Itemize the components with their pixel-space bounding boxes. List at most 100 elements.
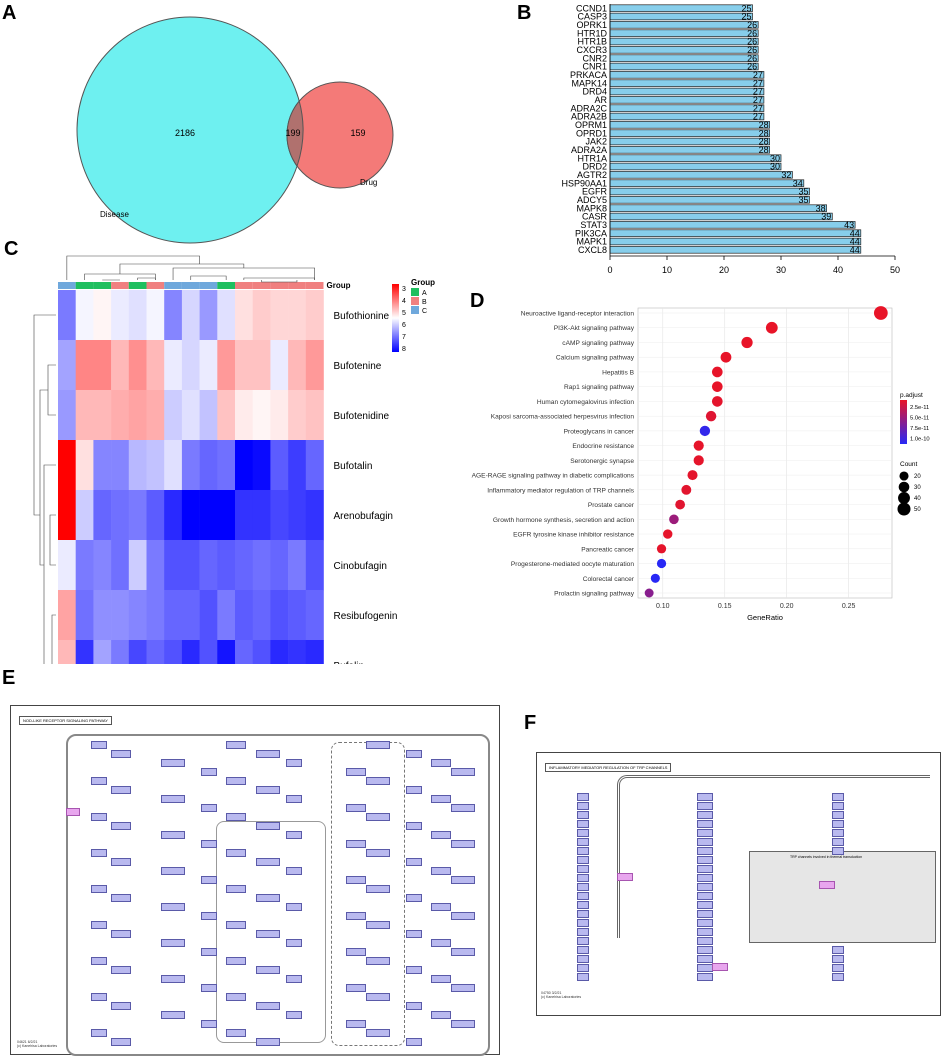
kegg-gene-node	[161, 831, 185, 839]
heatmap-cell	[217, 340, 236, 391]
bar-label-jak2: JAK2	[585, 137, 607, 147]
bar-label-adra2c: ADRA2C	[570, 103, 607, 113]
kegg-gene-node	[66, 808, 80, 816]
bar-label-adcy5: ADCY5	[577, 195, 607, 205]
heatmap-cell	[164, 390, 183, 441]
kegg-f-membrane	[617, 775, 930, 938]
kegg-gene-node	[577, 865, 589, 873]
kegg-gene-node	[406, 966, 422, 974]
heatmap-cell	[75, 290, 94, 341]
heatmap-cell	[75, 340, 94, 391]
kegg-gene-node	[226, 1029, 246, 1037]
kegg-gene-node	[697, 811, 713, 819]
heatmap-cell	[111, 340, 130, 391]
kegg-gene-node	[577, 847, 589, 855]
heatmap-cell	[146, 490, 165, 541]
dotplot-panel	[637, 307, 893, 599]
heatmap-cell	[217, 440, 236, 491]
heatmap-cell	[128, 640, 147, 664]
dotplot-x-tick-label: 0.15	[718, 603, 732, 610]
kegg-gene-node	[577, 892, 589, 900]
heatmap-cell	[111, 290, 130, 341]
bar-value-adra2b: 27	[753, 112, 763, 122]
kegg-gene-node	[286, 759, 302, 767]
kegg-gene-node	[91, 777, 107, 785]
kegg-gene-node	[697, 901, 713, 909]
heatmap-group-cell	[252, 282, 271, 289]
kegg-gene-node	[226, 777, 246, 785]
heatmap-cell	[270, 390, 289, 441]
panel-label-e: E	[2, 667, 16, 689]
heatmap-cell	[235, 390, 253, 441]
dotplot-category-label: cAMP signaling pathway	[562, 340, 634, 347]
kegg-gene-node	[111, 858, 131, 866]
heatmap-cell	[58, 340, 76, 391]
heatmap-cell	[181, 340, 200, 391]
bar-value-drd2: 30	[770, 162, 780, 172]
bar-value-adra2c: 27	[753, 103, 763, 113]
bar-drd4	[609, 87, 765, 96]
venn-drug-count: 159	[350, 128, 365, 138]
heatmap-cell	[128, 540, 147, 591]
kegg-gene-node	[226, 849, 246, 857]
heatmap-cell	[288, 540, 307, 591]
bar-label-htr1d: HTR1D	[577, 28, 608, 38]
kegg-pathway-e: NOD-LIKE RECEPTOR SIGNALING PATHWAY 0462…	[10, 705, 500, 1056]
heatmap-cell	[75, 540, 94, 591]
enrichment-dot-plot: Neuroactive ligand-receptor interaction P…	[472, 306, 930, 622]
dotplot-point	[720, 351, 732, 363]
bar-label-casp3: CASP3	[577, 12, 607, 22]
kegg-gene-node	[366, 957, 390, 965]
heatmap-cell	[199, 540, 218, 591]
heatmap-col-dendrogram	[66, 255, 200, 280]
dotplot-point	[765, 321, 778, 334]
dotplot-category-label: Progesterone-mediated oocyte maturation	[511, 561, 634, 568]
kegg-gene-node	[697, 856, 713, 864]
heatmap-col-dendrogram	[243, 277, 315, 280]
kegg-gene-node	[346, 948, 366, 956]
heatmap-group-cell	[305, 282, 324, 289]
kegg-gene-node	[832, 802, 844, 810]
heatmap-cell	[305, 440, 324, 491]
bar-value-stat3: 43	[844, 220, 854, 230]
bar-label-cxcl8: CXCL8	[578, 245, 607, 255]
heatmap-cell	[217, 390, 236, 441]
kegg-gene-node	[111, 822, 131, 830]
heatmap-cell	[164, 440, 183, 491]
kegg-gene-node	[697, 829, 713, 837]
heatmap-cell	[146, 440, 165, 491]
dotplot-point	[711, 381, 723, 392]
dotplot-category-label: Prostate cancer	[588, 502, 635, 509]
kegg-gene-node	[697, 838, 713, 846]
bar-label-drd4: DRD4	[582, 87, 607, 97]
heatmap-col-dendrogram	[119, 263, 245, 274]
bar-ccnd1	[609, 4, 753, 12]
heatmap-cell	[181, 640, 200, 664]
kegg-gene-node	[201, 768, 217, 776]
kegg-gene-node	[577, 811, 589, 819]
heatmap-group-cell	[111, 282, 129, 289]
kegg-gene-node	[161, 975, 185, 983]
kegg-gene-node	[406, 1002, 422, 1010]
heatmap-cell	[217, 640, 236, 664]
kegg-gene-node	[91, 921, 107, 929]
heatmap-cell	[199, 390, 218, 441]
dotplot-size-tick: 30	[914, 485, 921, 491]
bar-value-casr: 39	[821, 212, 831, 222]
heatmap-group-label: Group	[327, 281, 351, 290]
dotplot-size-swatch	[898, 492, 910, 504]
kegg-gene-node	[406, 930, 422, 938]
heatmap-cell	[164, 340, 183, 391]
dotplot-point	[675, 499, 686, 510]
bar-label-htr1a: HTR1A	[577, 153, 607, 163]
bar-value-ccnd1: 25	[741, 3, 751, 13]
dotplot-size-swatch	[897, 502, 911, 516]
bar-label-oprk1: OPRK1	[576, 20, 607, 30]
heatmap-row-label: Bufalin	[334, 661, 365, 664]
heatmap-cell	[199, 640, 218, 664]
bar-cnr2	[609, 54, 759, 62]
heatmap-cell	[270, 490, 289, 541]
bar-pik3ca	[609, 229, 862, 237]
kegg-gene-node	[286, 795, 302, 803]
kegg-gene-node	[577, 937, 589, 945]
